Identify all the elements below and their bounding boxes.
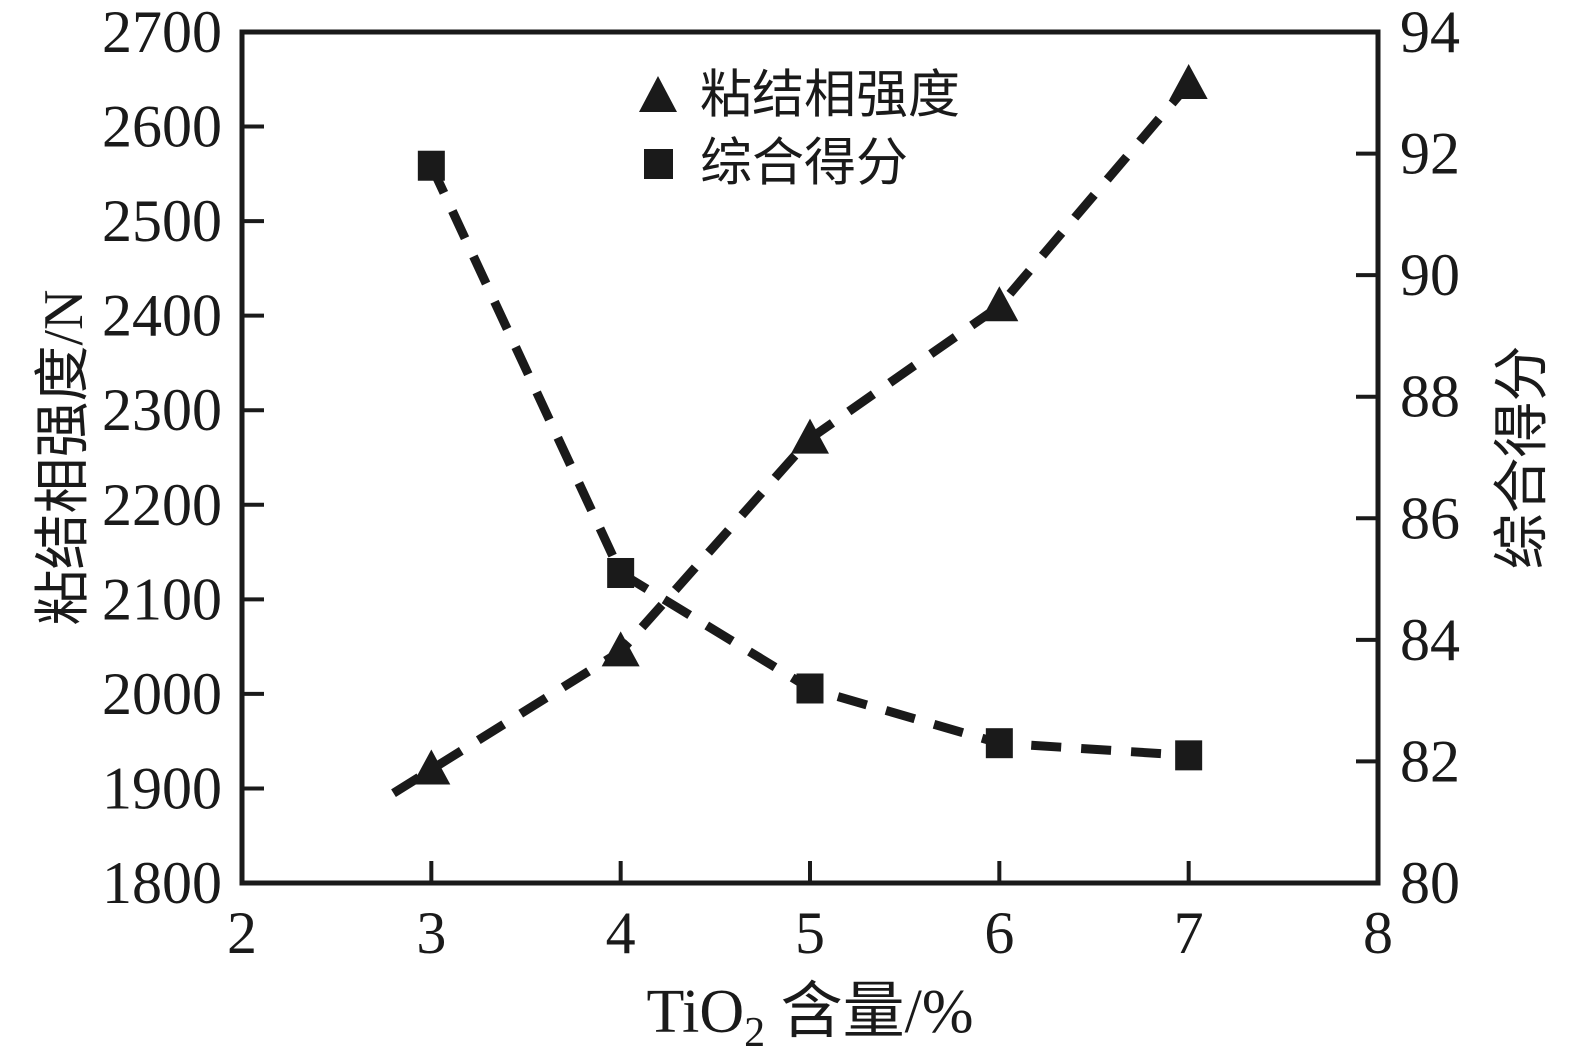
x-tick-label: 3 [416, 900, 446, 966]
x-tick-label: 6 [984, 900, 1014, 966]
y-right-tick-label: 94 [1400, 0, 1460, 65]
y-left-tick-label: 2500 [102, 188, 222, 254]
y-left-tick-label: 2600 [102, 94, 222, 160]
y-right-axis-title: 综合得分 [1492, 346, 1554, 570]
square-marker [985, 728, 1013, 759]
legend-triangle-marker [639, 76, 677, 112]
y-right-tick-label: 84 [1400, 607, 1460, 673]
square-marker [607, 557, 635, 588]
y-left-tick-label: 2200 [102, 472, 222, 538]
x-axis-title: TiO2 含量/% [646, 978, 973, 1056]
triangle-marker [1169, 64, 1208, 100]
square-marker [1175, 740, 1203, 771]
legend-label-0: 粘结相强度 [700, 68, 960, 125]
y-left-tick-label: 1800 [102, 850, 222, 916]
x-tick-label: 2 [227, 900, 257, 966]
y-right-tick-label: 92 [1400, 121, 1460, 187]
x-tick-label: 5 [795, 900, 825, 966]
x-tick-label: 8 [1363, 900, 1393, 966]
x-tick-label: 7 [1174, 900, 1204, 966]
y-left-tick-label: 2400 [102, 283, 222, 349]
y-left-tick-label: 1900 [102, 755, 222, 821]
y-right-tick-label: 80 [1400, 850, 1460, 916]
legend-square-marker [644, 149, 673, 179]
square-marker [417, 150, 445, 181]
y-right-tick-label: 82 [1400, 728, 1460, 794]
x-tick-label: 4 [606, 900, 636, 966]
y-left-tick-label: 2000 [102, 661, 222, 727]
y-left-tick-label: 2300 [102, 377, 222, 443]
y-left-axis-title: 粘结相强度/N [33, 290, 95, 626]
triangle-marker [791, 418, 829, 454]
series-line-1 [427, 163, 1189, 760]
legend-label-1: 综合得分 [700, 136, 908, 193]
y-right-tick-label: 88 [1400, 364, 1460, 430]
y-left-tick-label: 2100 [102, 566, 222, 632]
square-marker [796, 673, 824, 704]
series-line-0 [391, 81, 1193, 798]
y-right-tick-label: 90 [1400, 242, 1460, 308]
y-right-tick-label: 86 [1400, 485, 1460, 551]
triangle-marker [601, 631, 640, 667]
y-left-tick-label: 2700 [102, 0, 222, 65]
triangle-marker [412, 749, 451, 785]
triangle-marker [980, 286, 1019, 322]
